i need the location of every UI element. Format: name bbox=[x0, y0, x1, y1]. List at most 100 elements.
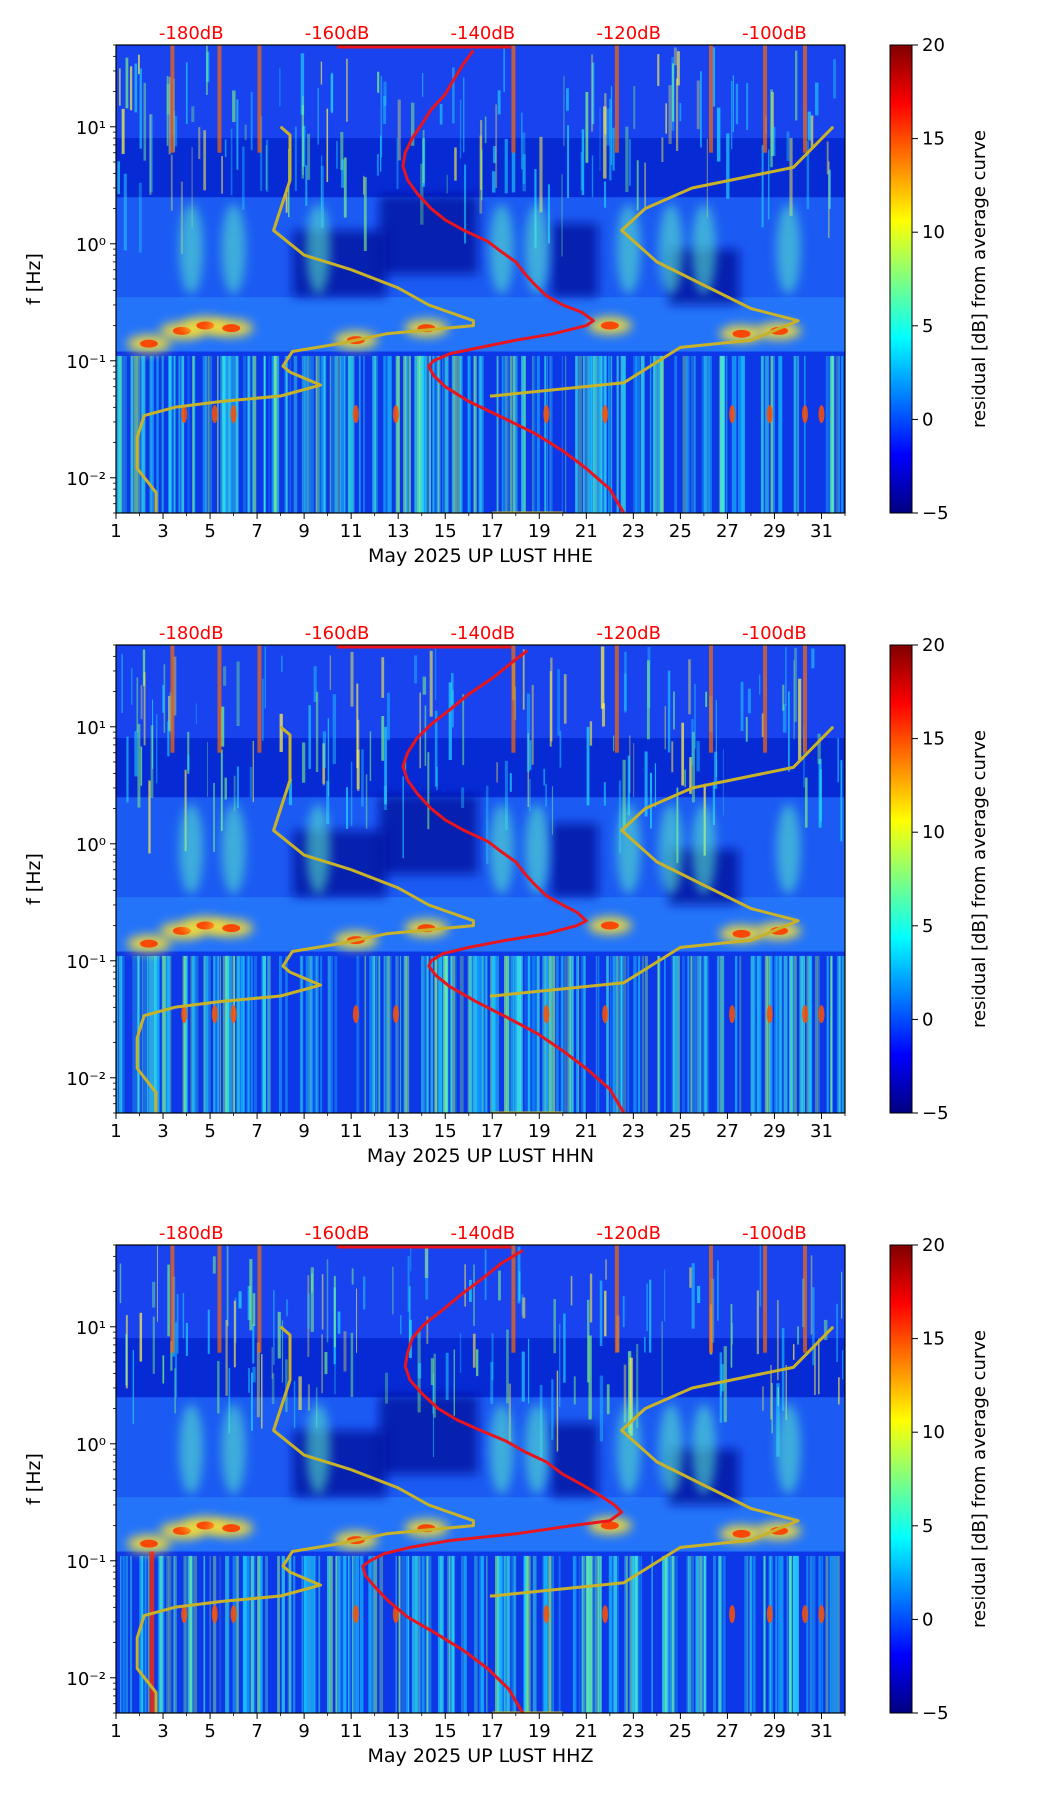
lf-streak bbox=[497, 355, 500, 513]
lf-streak bbox=[261, 955, 264, 1113]
lf-streak bbox=[139, 1555, 144, 1713]
lf-streak bbox=[778, 1555, 780, 1713]
lf-streak bbox=[411, 1555, 414, 1713]
lf-streak bbox=[688, 955, 690, 1113]
lf-streak bbox=[513, 1555, 517, 1713]
lf-streak bbox=[259, 1555, 263, 1713]
lf-streak bbox=[204, 955, 207, 1113]
hf-streak bbox=[174, 1322, 178, 1398]
lf-streak bbox=[301, 1555, 303, 1713]
microseism-core bbox=[222, 324, 241, 333]
hf-streak bbox=[174, 1368, 177, 1414]
hf-streak bbox=[140, 685, 143, 720]
lf-streak bbox=[212, 955, 216, 1113]
lf-streak bbox=[467, 355, 469, 513]
lf-streak bbox=[631, 1555, 634, 1713]
lf-streak bbox=[140, 355, 144, 513]
hf-streak bbox=[782, 684, 785, 711]
lf-streak bbox=[334, 955, 338, 1113]
lf-streak bbox=[240, 955, 244, 1113]
hf-streak bbox=[522, 154, 526, 192]
lf-streak bbox=[721, 355, 726, 513]
hf-streak bbox=[679, 102, 682, 122]
lf-streak bbox=[343, 355, 345, 513]
hf-streak bbox=[495, 104, 498, 189]
lf-streak bbox=[293, 355, 298, 513]
hf-peak bbox=[170, 1245, 175, 1353]
hf-streak bbox=[671, 56, 675, 131]
lf-streak bbox=[235, 355, 238, 513]
lf-streak bbox=[804, 355, 806, 513]
hf-streak bbox=[618, 780, 622, 854]
lf-streak bbox=[789, 1555, 791, 1713]
hf-streak bbox=[396, 138, 399, 189]
lf-streak bbox=[531, 955, 536, 1113]
plume bbox=[616, 804, 641, 895]
lf-streak bbox=[132, 955, 136, 1113]
hf-streak bbox=[213, 782, 215, 853]
hf-streak bbox=[547, 184, 550, 244]
hf-streak bbox=[271, 1373, 275, 1405]
lf-streak bbox=[425, 355, 428, 513]
lf-streak bbox=[636, 355, 640, 513]
lf-streak bbox=[421, 1555, 424, 1713]
hf-streak bbox=[279, 713, 283, 752]
lf-streak bbox=[718, 955, 722, 1113]
lf-streak bbox=[597, 355, 600, 513]
lf-streak bbox=[775, 1555, 778, 1713]
spectrogram-image bbox=[116, 645, 845, 1113]
lf-streak bbox=[253, 355, 257, 513]
plume bbox=[489, 804, 514, 895]
lf-streak bbox=[356, 1555, 360, 1713]
hf-streak bbox=[587, 1299, 590, 1383]
microseism-core bbox=[600, 921, 619, 930]
hf-streak bbox=[132, 1350, 135, 1424]
lf-streak bbox=[141, 955, 143, 1113]
lf-streak bbox=[799, 955, 803, 1113]
lf-streak bbox=[612, 955, 615, 1113]
hf-streak bbox=[491, 1333, 494, 1381]
lf-streak bbox=[797, 355, 800, 513]
peterson-noise-model-curve bbox=[135, 725, 835, 1113]
lf-streak bbox=[379, 1555, 384, 1713]
hf-streak bbox=[249, 1259, 253, 1331]
lf-streak bbox=[256, 1555, 261, 1713]
lf-streak bbox=[506, 955, 510, 1113]
lf-streak bbox=[401, 1555, 406, 1713]
lf-streak bbox=[264, 1555, 267, 1713]
hf-streak bbox=[531, 684, 534, 765]
lf-streak bbox=[821, 1555, 824, 1713]
lf-streak bbox=[396, 955, 399, 1113]
hf-streak bbox=[472, 1333, 476, 1368]
microseism-core bbox=[139, 1539, 158, 1548]
lf-streak bbox=[320, 955, 323, 1113]
hf-streak bbox=[480, 149, 483, 201]
hf-streak bbox=[717, 1260, 719, 1321]
hf-streak bbox=[148, 780, 151, 854]
hf-streak bbox=[250, 1372, 253, 1431]
hf-streak bbox=[170, 154, 173, 211]
hf-peak bbox=[803, 45, 808, 153]
hf-streak bbox=[322, 743, 325, 786]
lf-streak bbox=[334, 355, 338, 513]
lf-streak bbox=[694, 355, 696, 513]
lf-streak bbox=[506, 1555, 511, 1713]
x-tick-label: 23 bbox=[622, 1121, 645, 1142]
hf-streak bbox=[322, 731, 326, 769]
lf-streak bbox=[637, 955, 641, 1113]
lf-streak bbox=[247, 355, 249, 513]
hf-streak bbox=[646, 660, 650, 740]
lf-streak bbox=[746, 1555, 749, 1713]
lf-streak bbox=[654, 355, 656, 513]
lf-streak bbox=[178, 355, 180, 513]
lf-streak bbox=[586, 355, 590, 513]
x-tick-label: 31 bbox=[810, 1121, 833, 1142]
lf-streak bbox=[408, 355, 411, 513]
hf-streak bbox=[152, 1316, 155, 1374]
lf-spot bbox=[352, 1605, 359, 1624]
lf-streak bbox=[414, 1555, 419, 1713]
hf-streak bbox=[745, 716, 748, 742]
lf-spot bbox=[352, 1005, 359, 1024]
lf-streak bbox=[279, 955, 281, 1113]
lf-spot bbox=[602, 405, 609, 424]
